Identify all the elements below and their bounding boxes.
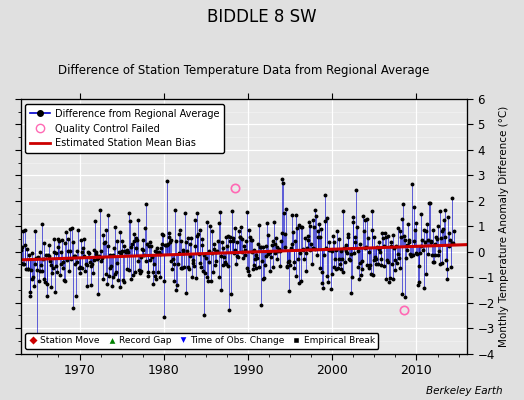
Text: BIDDLE 8 SW: BIDDLE 8 SW [207,8,317,26]
Text: Berkeley Earth: Berkeley Earth [427,386,503,396]
Title: Difference of Station Temperature Data from Regional Average: Difference of Station Temperature Data f… [58,64,430,77]
Legend: Station Move, Record Gap, Time of Obs. Change, Empirical Break: Station Move, Record Gap, Time of Obs. C… [25,333,378,349]
Y-axis label: Monthly Temperature Anomaly Difference (°C): Monthly Temperature Anomaly Difference (… [499,106,509,347]
